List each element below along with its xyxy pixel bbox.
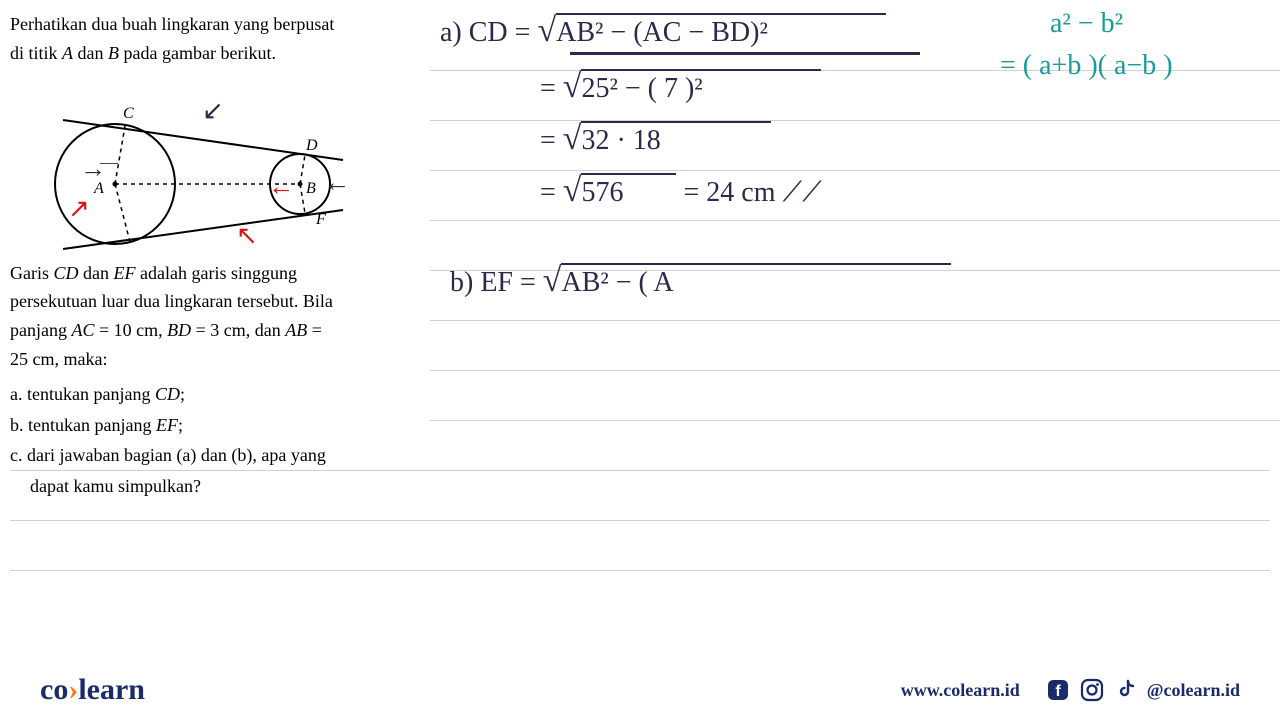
annotation-arrow-icon: ↖ [236, 221, 258, 251]
question-c-1: c. dari jawaban bagian (a) dan (b), apa … [10, 441, 420, 470]
website-link[interactable]: www.colearn.id [901, 680, 1020, 701]
work-a-sqrt4: 576 [581, 173, 676, 209]
problem-statement: Perhatikan dua buah lingkaran yang berpu… [10, 10, 420, 503]
instagram-icon[interactable] [1079, 677, 1105, 703]
facebook-icon[interactable]: f [1045, 677, 1071, 703]
work-b-head: b) EF = [450, 267, 543, 298]
problem-body: Garis CD dan EF adalah garis singgung pe… [10, 259, 420, 374]
side-formula-1: a² − b² [1050, 8, 1123, 40]
svg-text:f: f [1055, 683, 1061, 700]
annotation-arrow-icon: ← [324, 168, 350, 198]
work-a-sqrt3: 32 · 18 [581, 121, 771, 157]
work-a-result: = 24 cm ⟋⟋ [683, 177, 821, 208]
question-c-2: dapat kamu simpulkan? [10, 472, 420, 501]
problem-body-2: persekutuan luar dua lingkaran tersebut.… [10, 291, 333, 311]
brand-logo: co›learn [40, 673, 145, 707]
work-b-line1: b) EF = √ AB² − ( A [450, 262, 951, 300]
social-handle[interactable]: @colearn.id [1147, 680, 1240, 701]
work-a-line3: = √ 32 · 18 [540, 120, 771, 158]
logo-accent-icon: › [68, 673, 78, 706]
tiktok-icon[interactable] [1113, 677, 1139, 703]
work-a-head: a) CD = [440, 17, 537, 48]
annotation-arrow-icon: ↙ [202, 96, 224, 126]
work-a-line1: a) CD = √ AB² − (AC − BD)² [440, 12, 886, 50]
annotation-arrow-icon: ← [268, 172, 294, 202]
footer: co›learn www.colearn.id f @colearn.id [0, 660, 1280, 720]
label-F: F [315, 211, 326, 228]
problem-questions: a. tentukan panjang CD; b. tentukan panj… [10, 380, 420, 501]
work-a-sqrt2: 25² − ( 7 )² [581, 69, 821, 105]
logo-text-1: co [40, 673, 68, 706]
underline-icon [570, 52, 920, 55]
geometry-diagram: A B C D E F ↙ ← → — ↖ ↗ ← [10, 76, 370, 251]
work-a-line4: = √ 576 = 24 cm ⟋⟋ [540, 172, 822, 210]
work-b-sqrt: AB² − ( A [561, 263, 951, 299]
social-links: f @colearn.id [1045, 677, 1240, 703]
work-a-line2: = √ 25² − ( 7 )² [540, 68, 821, 106]
problem-body-4: 25 cm, maka: [10, 349, 107, 369]
handwriting-area: a) CD = √ AB² − (AC − BD)² = √ 25² − ( 7… [430, 0, 1280, 720]
logo-text-2: learn [78, 673, 145, 706]
annotation-dash-icon: — [100, 152, 118, 173]
side-formula-2: = ( a+b )( a−b ) [1000, 50, 1173, 82]
problem-intro-1: Perhatikan dua buah lingkaran yang berpu… [10, 14, 334, 34]
label-C: C [123, 105, 134, 122]
tangent-circles-svg: A B C D E F [10, 76, 370, 251]
label-B: B [306, 180, 316, 197]
work-a-sqrt1: AB² − (AC − BD)² [556, 13, 886, 49]
label-D: D [305, 137, 318, 154]
problem-intro-2: di titik A dan B pada gambar berikut. [10, 43, 276, 63]
annotation-arrow-icon: ↗ [68, 194, 90, 224]
